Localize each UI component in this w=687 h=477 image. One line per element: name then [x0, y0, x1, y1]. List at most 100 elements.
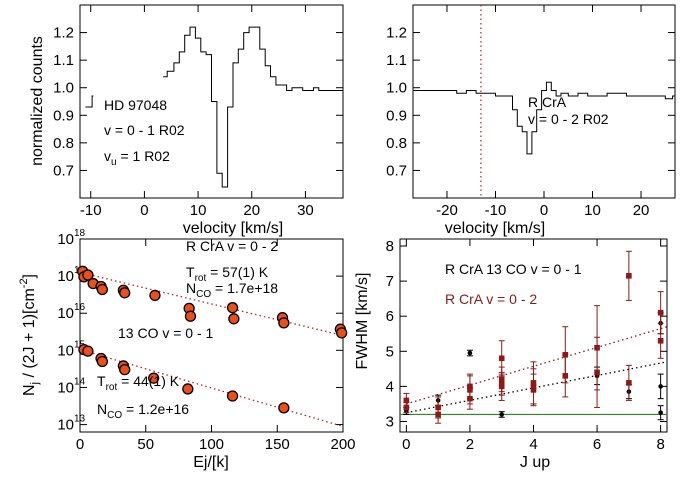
y-tick-label: 5 [386, 343, 394, 360]
y-tick-label: 3 [386, 413, 394, 430]
axis-ticks: 0 2 4 6 8 3 4 5 6 7 8 [386, 238, 667, 453]
x-tick-label: 200 [330, 436, 355, 453]
spectrum-segment [85, 95, 94, 108]
y-tick-label: 10 [57, 417, 74, 434]
data-point [403, 404, 410, 411]
axis-ticks: -10 0 10 20 30 0.7 0.8 0.9 1.0 1.1 1.2 [53, 5, 343, 219]
annotation-transition: v = 0 - 2 R02 [528, 111, 609, 127]
x-tick-label: -10 [485, 202, 507, 219]
data-point [626, 273, 632, 279]
y-tick-exponent: 14 [74, 376, 86, 387]
data-point [498, 381, 505, 388]
data-point [119, 287, 131, 299]
fwhm-points [400, 250, 668, 424]
x-tick-label: 20 [633, 202, 650, 219]
data-point [562, 373, 569, 379]
x-tick-label: 0 [540, 202, 548, 219]
x-tick-label: 6 [593, 436, 601, 453]
data-point [82, 269, 94, 281]
y-tick-exponent: 15 [74, 339, 86, 350]
annotation-object: R CrA [528, 94, 567, 110]
x-tick-label: 30 [297, 202, 314, 219]
y-tick-label: 0.8 [386, 135, 407, 152]
x-tick-label: -20 [436, 202, 458, 219]
annotation-vu: vu = 1 R02 [104, 148, 170, 168]
xlabel: Ej/[k] [193, 454, 229, 471]
data-point [149, 289, 161, 302]
y-tick-exponent: 13 [74, 414, 86, 425]
plot-frame [79, 4, 344, 199]
y-tick-exponent: 16 [74, 302, 86, 313]
spectrum-segment [413, 81, 675, 155]
data-point [184, 310, 197, 322]
y-tick-label: 10 [57, 305, 74, 322]
y-tick-label: 1.2 [53, 25, 74, 42]
x-tick-label: 8 [656, 436, 664, 453]
y-tick-label: 4 [386, 378, 394, 395]
legend-entry-v02: R CrA v = 0 - 2 [445, 291, 537, 307]
x-tick-label: 0 [140, 202, 148, 219]
data-point [226, 302, 239, 314]
data-point [467, 383, 473, 390]
fit-line [79, 271, 344, 337]
data-point [278, 317, 290, 329]
data-point [278, 402, 290, 414]
y-tick-label: 6 [386, 308, 394, 325]
x-tick-label: -10 [80, 202, 102, 219]
y-tick-label: 0.7 [53, 162, 74, 179]
axis-ticks: -20 -10 0 10 20 0.7 0.8 0.9 1.0 1.1 1.2 [386, 5, 675, 219]
annotation-nco1: NCO = 1.7e+18 [186, 280, 278, 300]
y-tick-exponent: 18 [74, 228, 86, 239]
y-tick-label: 7 [386, 273, 394, 290]
y-tick-label: 1.2 [386, 25, 407, 42]
spectrum-line [413, 5, 675, 198]
y-tick-label: 1.1 [53, 52, 74, 69]
annotation-trot1: Trot = 57(1) K [186, 264, 269, 284]
x-tick-label: 2 [466, 436, 474, 453]
xlabel: J up [520, 454, 550, 471]
data-point [499, 412, 505, 417]
y-tick-label: 0.9 [386, 107, 407, 124]
x-tick-label: 20 [243, 202, 260, 219]
y-tick-label: 0.7 [386, 162, 407, 179]
data-point [336, 327, 348, 339]
y-tick-label: 0.9 [53, 107, 74, 124]
ylabel: FWHM [km/s] [354, 273, 371, 370]
data-point [226, 390, 239, 402]
data-point [82, 345, 94, 357]
annotation-nco2: NCO = 1.2e+16 [97, 401, 189, 421]
data-point [403, 397, 410, 404]
y-tick-label: 8 [386, 238, 394, 255]
data-point [657, 337, 664, 344]
x-tick-label: 10 [584, 202, 601, 219]
x-tick-label: 150 [265, 436, 290, 453]
data-point [96, 283, 109, 296]
data-point [182, 383, 194, 395]
data-point [467, 350, 473, 356]
x-tick-label: 0 [402, 436, 410, 453]
xlabel: velocity [km/s] [445, 220, 545, 237]
fit-line [406, 326, 668, 405]
x-tick-label: 100 [199, 436, 224, 453]
data-point [147, 372, 160, 384]
data-point [657, 309, 664, 316]
y-tick-label: 10 [57, 268, 74, 285]
annotation-line2: 13 CO v = 0 - 1 [118, 325, 214, 341]
ylabel: normalized counts [29, 36, 46, 166]
data-point [435, 411, 441, 418]
fit-line [406, 361, 668, 414]
x-tick-label: 10 [190, 202, 207, 219]
annotation-transition: v = 0 - 1 R02 [104, 122, 185, 138]
y-tick-label: 1.1 [386, 52, 407, 69]
rotation-diagram-points [76, 265, 348, 428]
data-point [594, 369, 600, 376]
y-tick-label: 1.0 [53, 80, 74, 97]
panel-bottom-right: 0 2 4 6 8 3 4 5 6 7 8 FWHM [km/s] J up R CrA 13 CO… [354, 238, 668, 471]
spectrum-line [85, 26, 343, 188]
data-point [530, 380, 537, 386]
legend-entry-13co: R CrA 13 CO v = 0 - 1 [445, 261, 582, 277]
panel-top-right: -20 -10 0 10 20 0.7 0.8 0.9 1.0 1.1 1.2 velocity [… [386, 4, 676, 237]
y-tick-label: 10 [57, 342, 74, 359]
x-tick-label: 0 [76, 436, 84, 453]
annotation-line1: R CrA v = 0 - 2 [186, 238, 278, 254]
